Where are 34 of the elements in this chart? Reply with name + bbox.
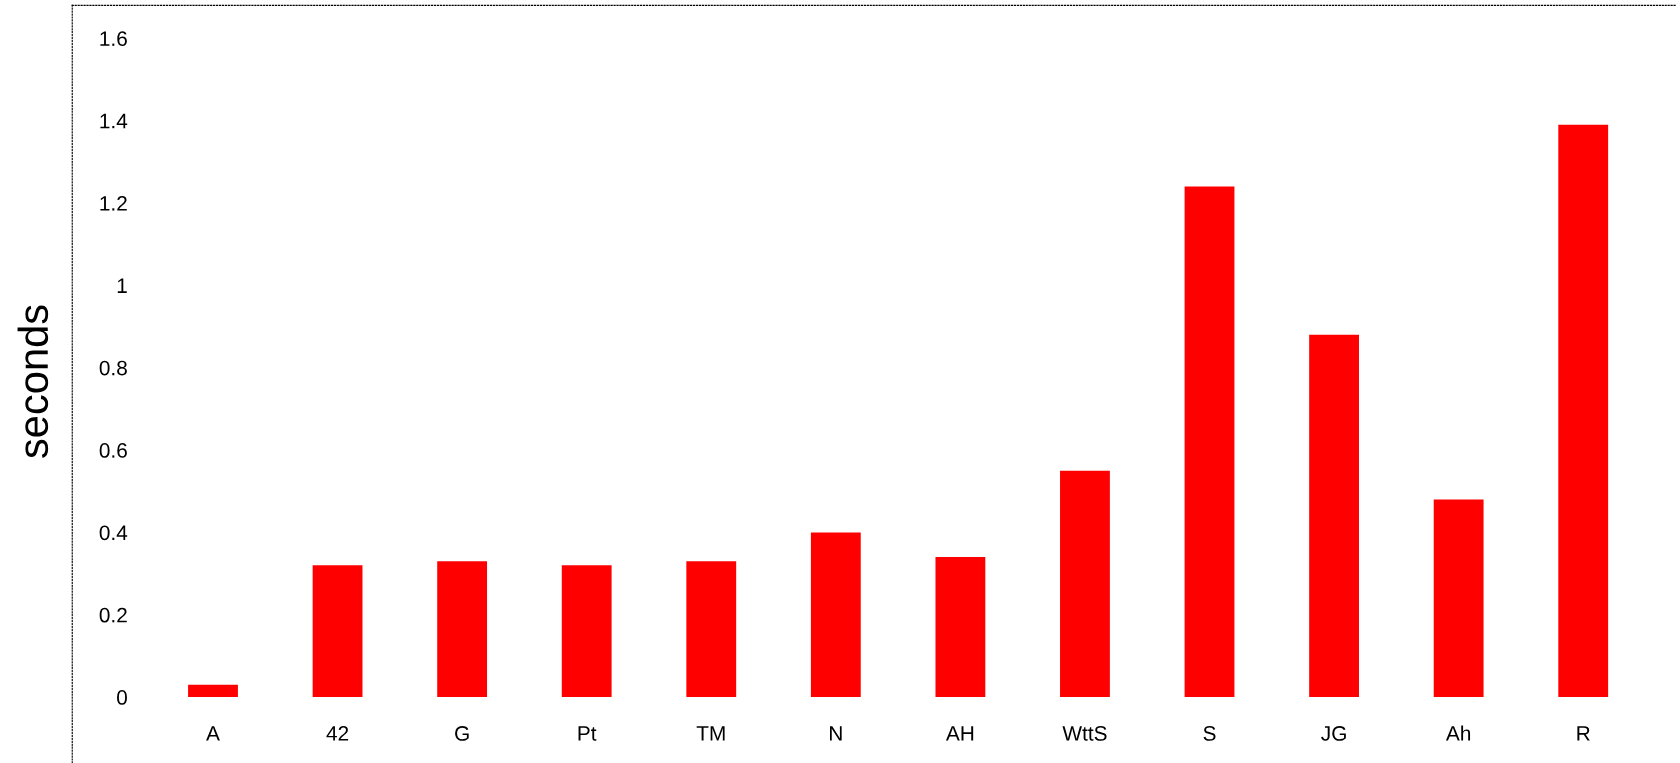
y-tick-label: 1.6 (100, 31, 127, 47)
y-tick-label: 0.6 (99, 443, 127, 458)
y-tick-label: 0.8 (99, 360, 127, 376)
bar (1184, 186, 1235, 698)
x-tick-label: Pt (578, 726, 597, 741)
y-tick-label: 0.4 (99, 525, 128, 541)
x-tick-label: N (830, 726, 842, 741)
bar (1433, 499, 1484, 698)
x-tick-label: Ah (1445, 725, 1471, 741)
x-tick-label: A (206, 726, 220, 741)
x-tick-label: JG (1321, 726, 1346, 741)
y-tick-label: 1 (117, 278, 127, 293)
bar (1309, 334, 1359, 698)
bar (188, 684, 238, 698)
bar (935, 557, 986, 698)
y-tick-label: 1.2 (100, 195, 127, 211)
x-tick-label: TM (696, 726, 725, 741)
bar (810, 532, 861, 698)
x-tick-label: S (1203, 726, 1216, 741)
bar (312, 565, 363, 698)
x-tick-label: WttS (1062, 726, 1107, 741)
y-tick-label: 1.4 (100, 113, 128, 129)
y-tick-label: 0.2 (99, 607, 127, 623)
x-tick-label: R (1577, 726, 1590, 741)
x-tick-label: 42 (326, 726, 349, 741)
bar (437, 561, 488, 698)
y-axis-title: seconds (17, 305, 49, 458)
bar (686, 561, 737, 698)
bar (561, 565, 612, 698)
bar (1060, 470, 1110, 698)
x-tick-label: G (455, 726, 469, 741)
x-tick-label: AH (945, 726, 974, 741)
y-tick-label: 0 (117, 690, 127, 705)
bar (1558, 124, 1609, 698)
